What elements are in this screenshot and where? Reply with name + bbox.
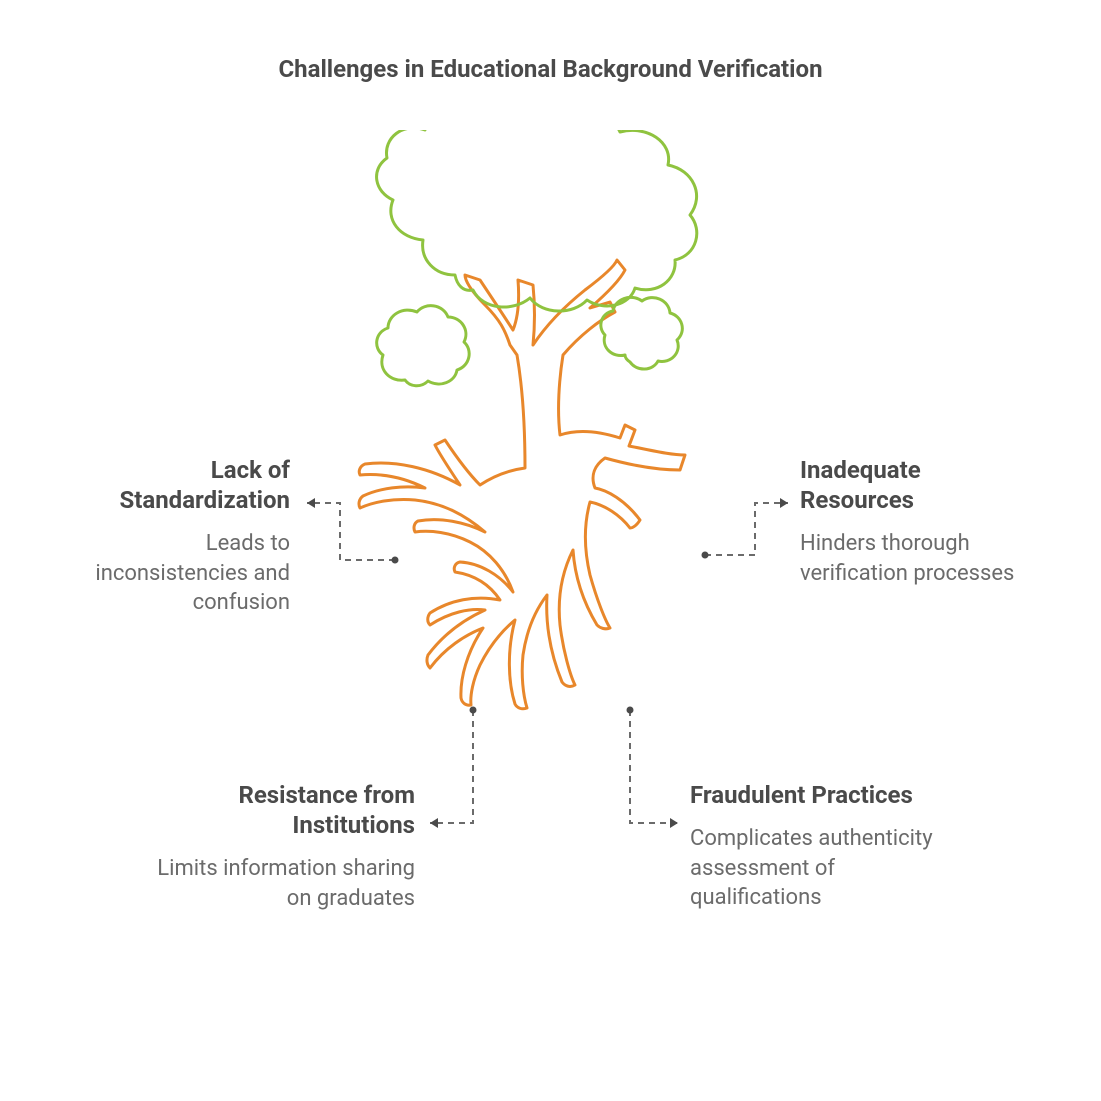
- callout-top-right: Inadequate Resources Hinders thorough ve…: [800, 455, 1030, 588]
- callout-top-left: Lack of Standardization Leads to inconsi…: [80, 455, 290, 618]
- callout-desc: Hinders thorough verification processes: [800, 529, 1030, 588]
- tree-foliage: [377, 130, 697, 386]
- callout-heading: Fraudulent Practices: [690, 780, 950, 810]
- tree-icon: [285, 130, 815, 750]
- callout-heading: Lack of Standardization: [80, 455, 290, 515]
- callout-desc: Complicates authenticity assessment of q…: [690, 824, 950, 913]
- tree-trunk: [359, 260, 685, 709]
- callout-desc: Limits information sharing on graduates: [135, 854, 415, 913]
- callout-desc: Leads to inconsistencies and confusion: [80, 529, 290, 618]
- page-title: Challenges in Educational Background Ver…: [0, 55, 1101, 83]
- callout-bottom-right: Fraudulent Practices Complicates authent…: [690, 780, 950, 913]
- callout-heading: Resistance from Institutions: [135, 780, 415, 840]
- callout-bottom-left: Resistance from Institutions Limits info…: [135, 780, 415, 913]
- callout-heading: Inadequate Resources: [800, 455, 1030, 515]
